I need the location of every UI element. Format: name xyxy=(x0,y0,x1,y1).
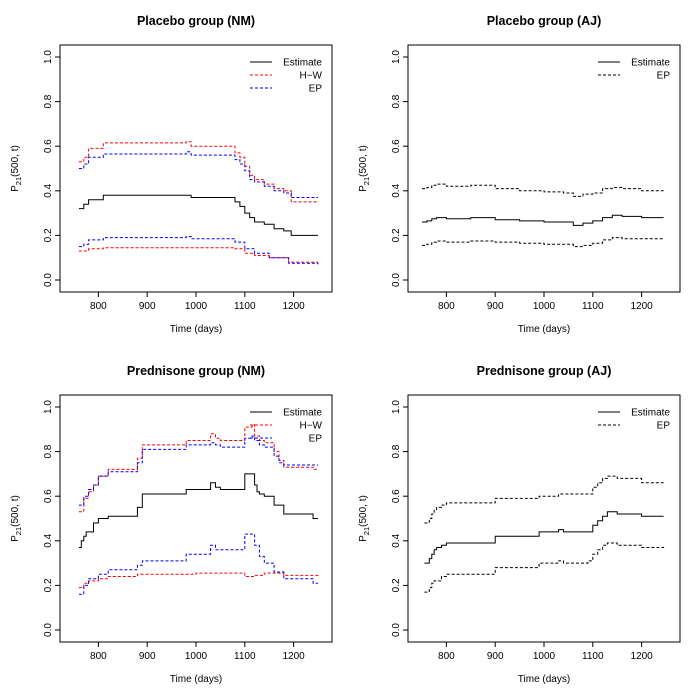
legend-label: Estimate xyxy=(631,58,670,69)
legend-label: EP xyxy=(657,421,671,432)
y-axis-label: P21(500, t) xyxy=(10,145,23,192)
legend-label: EP xyxy=(309,434,323,445)
series-line-ep-3 xyxy=(424,542,665,593)
x-tick-label: 1000 xyxy=(185,651,208,662)
y-tick-label: 0.2 xyxy=(43,578,54,592)
series-line-ep-4 xyxy=(78,151,318,198)
series-line-h-w-2 xyxy=(78,141,318,203)
y-tick-label: 0.8 xyxy=(43,444,54,458)
y-tick-label: 0.4 xyxy=(43,183,54,197)
legend-label: Estimate xyxy=(631,408,670,419)
x-tick-label: 900 xyxy=(139,651,156,662)
y-tick-label: 0.8 xyxy=(43,94,54,108)
legend-label: Estimate xyxy=(283,58,322,69)
x-tick-label: 1200 xyxy=(630,651,653,662)
y-tick-label: 0.6 xyxy=(43,139,54,153)
x-tick-label: 1000 xyxy=(185,301,208,312)
chart-title: Placebo group (NM) xyxy=(137,14,255,28)
y-tick-label: 0.0 xyxy=(43,623,54,637)
y-tick-label: 0.0 xyxy=(43,273,54,287)
x-tick-label: 800 xyxy=(90,651,107,662)
series-line-ep-4 xyxy=(78,435,318,506)
chart-title: Placebo group (AJ) xyxy=(487,14,602,28)
y-tick-label: 0.0 xyxy=(391,273,402,287)
y-tick-label: 1.0 xyxy=(43,50,54,64)
x-tick-label: 1200 xyxy=(282,301,305,312)
y-axis-label: P21(500, t) xyxy=(358,145,371,192)
legend-label: EP xyxy=(657,71,671,82)
series-line-ep-2 xyxy=(422,183,664,197)
y-tick-label: 0.4 xyxy=(43,533,54,547)
x-axis-label: Time (days) xyxy=(170,674,222,685)
x-tick-label: 900 xyxy=(487,301,504,312)
y-tick-label: 0.2 xyxy=(391,578,402,592)
chart-panel-3: Prednisone group (NM) 800 900 1000 1100 1200 0… xyxy=(10,364,333,685)
y-tick-label: 0.2 xyxy=(391,228,402,242)
x-tick-label: 1200 xyxy=(282,651,305,662)
series-line-estimate-1 xyxy=(78,473,318,548)
y-tick-label: 0.8 xyxy=(391,444,402,458)
y-tick-label: 0.0 xyxy=(391,623,402,637)
y-tick-label: 0.6 xyxy=(391,489,402,503)
x-tick-label: 800 xyxy=(90,301,107,312)
series-line-h-w-3 xyxy=(78,247,318,263)
y-tick-label: 1.0 xyxy=(391,50,402,64)
y-axis-label: P21(500, t) xyxy=(10,495,23,542)
chart-panel-2: Placebo group (AJ) 800 900 1000 1100 1200 0.0 0… xyxy=(358,14,681,335)
legend-label: H−W xyxy=(300,421,323,432)
x-axis-label: Time (days) xyxy=(170,324,222,335)
x-tick-label: 800 xyxy=(438,651,455,662)
x-tick-label: 1100 xyxy=(234,651,256,662)
y-tick-label: 0.6 xyxy=(43,489,54,503)
y-tick-label: 0.4 xyxy=(391,533,402,547)
chart-panel-1: Placebo group (NM) 800 900 1000 1100 1200 0.0 0… xyxy=(10,14,333,335)
y-tick-label: 0.8 xyxy=(391,94,402,108)
x-tick-label: 1100 xyxy=(234,301,256,312)
x-axis-label: Time (days) xyxy=(518,674,570,685)
y-tick-label: 1.0 xyxy=(391,400,402,414)
series-line-estimate-1 xyxy=(422,214,664,226)
x-tick-label: 800 xyxy=(438,301,455,312)
x-tick-label: 1200 xyxy=(630,301,653,312)
series-line-ep-2 xyxy=(424,475,664,524)
x-axis-label: Time (days) xyxy=(518,324,570,335)
x-tick-label: 900 xyxy=(487,651,504,662)
series-line-ep-3 xyxy=(422,237,665,248)
y-tick-label: 0.6 xyxy=(391,139,402,153)
legend-label: EP xyxy=(309,84,323,95)
series-line-ep-5 xyxy=(78,533,318,595)
chart-panel-4: Prednisone group (AJ) 800 900 1000 1100 1200 0… xyxy=(358,364,681,685)
x-tick-label: 900 xyxy=(139,301,156,312)
series-line-estimate-1 xyxy=(78,194,318,236)
y-tick-label: 1.0 xyxy=(43,400,54,414)
legend-label: Estimate xyxy=(283,408,322,419)
y-axis-label: P21(500, t) xyxy=(358,495,371,542)
y-tick-label: 0.2 xyxy=(43,228,54,242)
series-line-estimate-1 xyxy=(424,511,664,564)
x-tick-label: 1000 xyxy=(533,301,556,312)
chart-title: Prednisone group (AJ) xyxy=(477,364,612,378)
chart-title: Prednisone group (NM) xyxy=(127,364,265,378)
series-line-h-w-2 xyxy=(78,424,318,513)
legend-label: H−W xyxy=(300,71,323,82)
x-tick-label: 1100 xyxy=(582,301,604,312)
x-tick-label: 1000 xyxy=(533,651,556,662)
x-tick-label: 1100 xyxy=(582,651,604,662)
y-tick-label: 0.4 xyxy=(391,183,402,197)
